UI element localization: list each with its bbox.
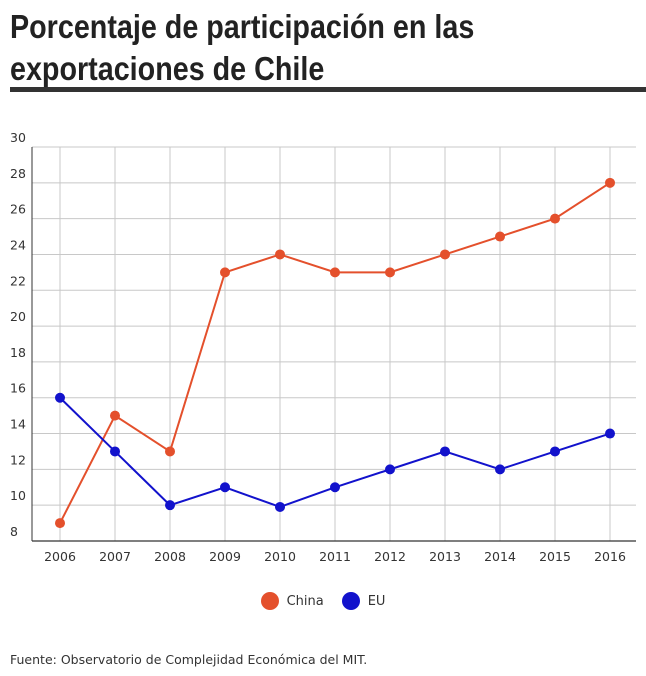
data-point-china [495, 231, 505, 242]
y-tick-label: 14 [10, 417, 26, 432]
data-point-eu [110, 446, 120, 457]
y-tick-label: 28 [10, 166, 26, 181]
y-tick-label: 22 [10, 273, 26, 288]
data-point-eu [165, 500, 175, 511]
data-point-china [275, 249, 285, 260]
data-point-china [165, 446, 175, 457]
x-tick-label: 2012 [374, 549, 406, 564]
x-tick-label: 2008 [154, 549, 186, 564]
data-point-eu [220, 482, 230, 493]
data-point-china [550, 213, 560, 224]
legend-item-eu[interactable]: EU [341, 592, 386, 610]
x-axis-ticks: 2006 2007 2008 2009 2010 2011 2012 2013 2014 2015… [44, 549, 626, 564]
x-tick-label: 2014 [484, 549, 516, 564]
data-point-china [605, 177, 615, 188]
x-tick-label: 2013 [429, 549, 461, 564]
legend-swatch-china [260, 592, 279, 610]
legend-label-china: China [286, 593, 324, 609]
y-tick-label: 16 [10, 381, 26, 396]
data-point-eu [275, 501, 285, 512]
y-tick-label: 30 [10, 130, 26, 145]
y-tick-label: 8 [10, 524, 18, 539]
y-tick-label: 10 [10, 488, 26, 503]
y-tick-label: 20 [10, 309, 26, 324]
data-point-eu [495, 464, 505, 475]
x-tick-label: 2009 [209, 549, 241, 564]
x-tick-label: 2010 [264, 549, 296, 564]
legend-swatch-eu [341, 592, 360, 610]
title-rule [10, 87, 646, 92]
source-note: Fuente: Observatorio de Complejidad Econ… [10, 652, 368, 667]
data-point-china [220, 267, 230, 278]
legend: China EU [0, 592, 646, 610]
y-tick-label: 24 [10, 237, 26, 252]
data-point-eu [550, 446, 560, 457]
y-axis-ticks: 8 10 12 14 16 18 20 22 24 26 28 30 [10, 130, 26, 539]
data-point-eu [385, 464, 395, 475]
data-point-eu [605, 428, 615, 439]
legend-item-china[interactable]: China [260, 592, 324, 610]
y-tick-label: 12 [10, 452, 26, 467]
line-chart: 8 10 12 14 16 18 20 22 24 26 28 30 2006 2007 2008 2009… [10, 130, 636, 564]
data-point-china [440, 249, 450, 260]
chart-title: Porcentaje de participación en las expor… [10, 8, 475, 87]
x-tick-label: 2006 [44, 549, 76, 564]
data-point-china [55, 518, 65, 529]
grid-lines [32, 146, 636, 541]
x-tick-label: 2007 [99, 549, 131, 564]
series [55, 177, 615, 529]
x-tick-label: 2011 [319, 549, 351, 564]
data-point-eu [55, 392, 65, 403]
x-tick-label: 2015 [539, 549, 571, 564]
y-tick-label: 18 [10, 345, 26, 360]
legend-label-eu: EU [367, 593, 386, 609]
data-point-eu [330, 482, 340, 493]
data-point-china [330, 267, 340, 278]
x-tick-label: 2016 [594, 549, 626, 564]
data-point-china [385, 267, 395, 278]
data-point-eu [440, 446, 450, 457]
data-point-china [110, 410, 120, 421]
axis-lines [31, 147, 636, 542]
y-tick-label: 26 [10, 202, 26, 217]
